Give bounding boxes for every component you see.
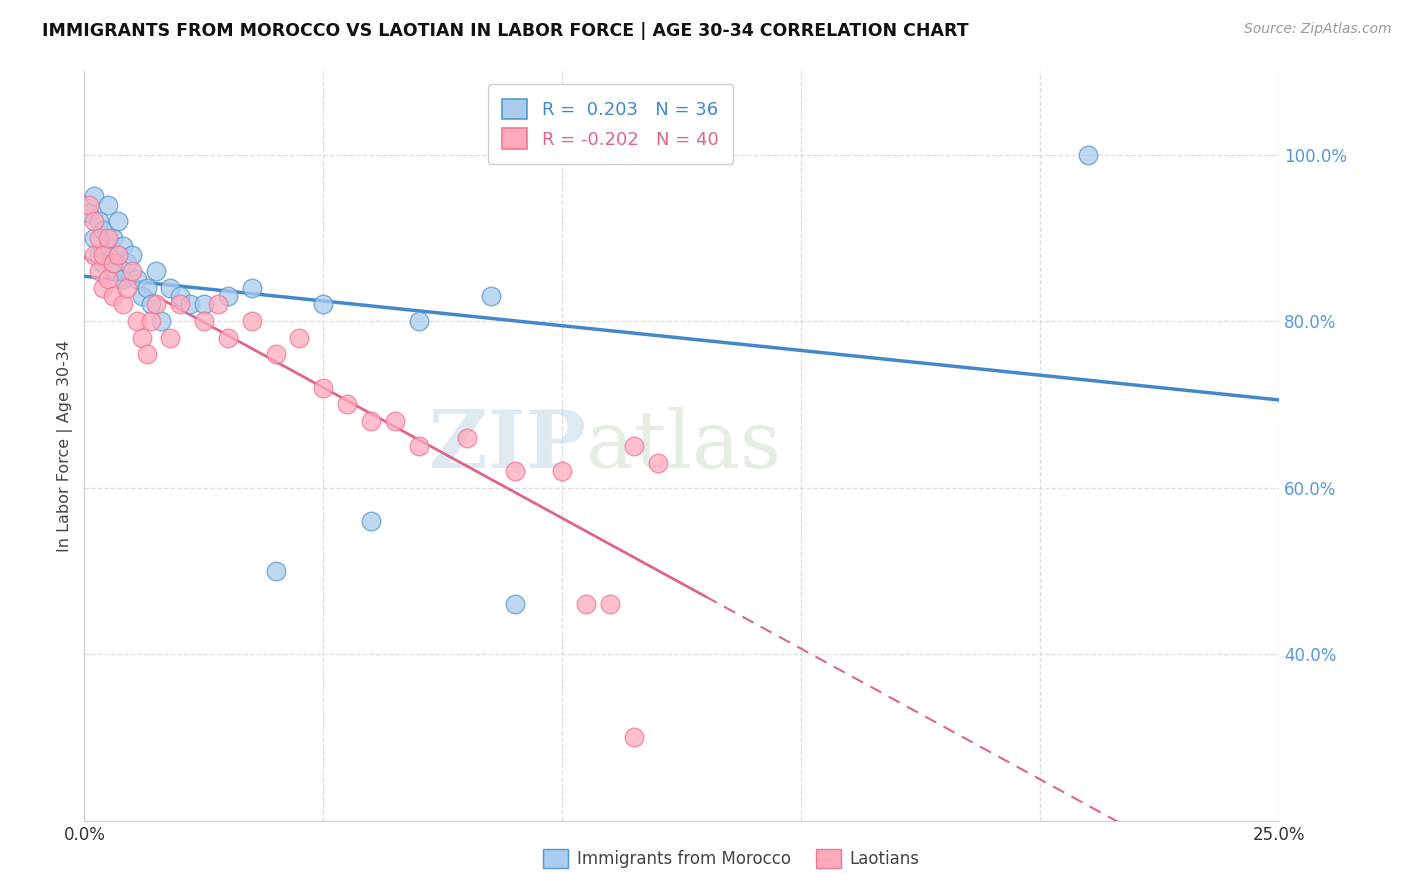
Text: atlas: atlas bbox=[586, 407, 782, 485]
Text: Source: ZipAtlas.com: Source: ZipAtlas.com bbox=[1244, 22, 1392, 37]
Point bbox=[131, 331, 153, 345]
Point bbox=[503, 597, 526, 611]
Point bbox=[107, 247, 129, 261]
Point bbox=[336, 397, 359, 411]
Point bbox=[159, 331, 181, 345]
Point bbox=[479, 289, 502, 303]
Point bbox=[117, 256, 139, 270]
Point bbox=[131, 289, 153, 303]
Point bbox=[107, 247, 129, 261]
Point bbox=[77, 206, 100, 220]
Point bbox=[456, 431, 478, 445]
Point bbox=[111, 297, 134, 311]
Text: IMMIGRANTS FROM MOROCCO VS LAOTIAN IN LABOR FORCE | AGE 30-34 CORRELATION CHART: IMMIGRANTS FROM MOROCCO VS LAOTIAN IN LA… bbox=[42, 22, 969, 40]
Point bbox=[93, 281, 115, 295]
Point bbox=[149, 314, 172, 328]
Point bbox=[145, 297, 167, 311]
Point bbox=[101, 289, 124, 303]
Y-axis label: In Labor Force | Age 30-34: In Labor Force | Age 30-34 bbox=[58, 340, 73, 552]
Point bbox=[169, 297, 191, 311]
Text: ZIP: ZIP bbox=[429, 407, 586, 485]
Point bbox=[623, 731, 645, 745]
Point bbox=[83, 247, 105, 261]
Point bbox=[1077, 147, 1099, 161]
Point bbox=[288, 331, 311, 345]
Point bbox=[599, 597, 621, 611]
Point bbox=[240, 314, 263, 328]
Point bbox=[384, 414, 406, 428]
Point bbox=[575, 597, 598, 611]
Legend: Immigrants from Morocco, Laotians: Immigrants from Morocco, Laotians bbox=[537, 843, 925, 875]
Point bbox=[87, 247, 110, 261]
Point bbox=[93, 247, 115, 261]
Point bbox=[121, 247, 143, 261]
Point bbox=[101, 256, 124, 270]
Point bbox=[169, 289, 191, 303]
Point bbox=[141, 297, 163, 311]
Point bbox=[117, 281, 139, 295]
Point bbox=[141, 314, 163, 328]
Point bbox=[312, 381, 335, 395]
Point bbox=[193, 297, 215, 311]
Point bbox=[135, 281, 157, 295]
Point bbox=[145, 264, 167, 278]
Point bbox=[193, 314, 215, 328]
Point bbox=[312, 297, 335, 311]
Point bbox=[111, 239, 134, 253]
Point bbox=[93, 222, 115, 236]
Point bbox=[264, 564, 287, 578]
Point bbox=[77, 197, 100, 211]
Point bbox=[83, 214, 105, 228]
Point bbox=[647, 456, 669, 470]
Point bbox=[87, 214, 110, 228]
Point bbox=[101, 231, 124, 245]
Point bbox=[179, 297, 201, 311]
Point bbox=[93, 256, 115, 270]
Point bbox=[135, 347, 157, 361]
Point bbox=[97, 197, 120, 211]
Point bbox=[107, 214, 129, 228]
Legend: R =  0.203   N = 36, R = -0.202   N = 40: R = 0.203 N = 36, R = -0.202 N = 40 bbox=[488, 84, 733, 164]
Point bbox=[121, 264, 143, 278]
Point bbox=[101, 264, 124, 278]
Point bbox=[125, 314, 148, 328]
Point bbox=[551, 464, 574, 478]
Point bbox=[87, 264, 110, 278]
Point bbox=[217, 289, 239, 303]
Point bbox=[87, 231, 110, 245]
Point bbox=[97, 231, 120, 245]
Point bbox=[623, 439, 645, 453]
Point bbox=[97, 272, 120, 286]
Point bbox=[83, 231, 105, 245]
Point bbox=[111, 272, 134, 286]
Point bbox=[97, 239, 120, 253]
Point bbox=[360, 514, 382, 528]
Point bbox=[217, 331, 239, 345]
Point bbox=[240, 281, 263, 295]
Point bbox=[360, 414, 382, 428]
Point bbox=[125, 272, 148, 286]
Point bbox=[264, 347, 287, 361]
Point bbox=[207, 297, 229, 311]
Point bbox=[408, 439, 430, 453]
Point bbox=[159, 281, 181, 295]
Point bbox=[83, 189, 105, 203]
Point bbox=[503, 464, 526, 478]
Point bbox=[408, 314, 430, 328]
